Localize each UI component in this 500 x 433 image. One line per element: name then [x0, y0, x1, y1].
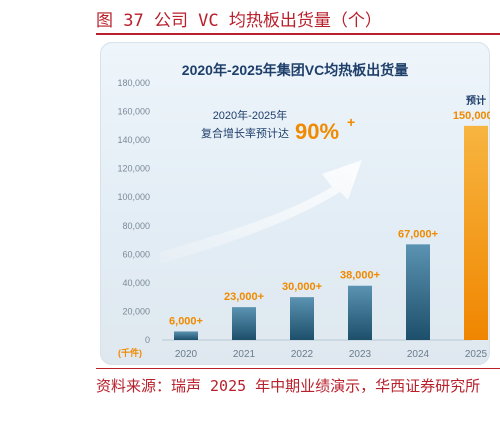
x-tick-label: 2023 [349, 349, 372, 360]
cagr-plus: + [347, 114, 355, 130]
growth-arrow-graphic [160, 160, 362, 264]
bar-2024 [406, 244, 430, 340]
y-tick-label: 0 [145, 335, 150, 345]
chart-title: 2020年-2025年集团VC均热板出货量 [182, 62, 408, 78]
shipment-bar-chart: 2020年-2025年集团VC均热板出货量 0 20,000 40,000 60,00… [117, 62, 490, 360]
x-tick-label: 2021 [233, 349, 256, 360]
chart-panel: 2020年-2025年集团VC均热板出货量 0 20,000 40,000 60,00… [100, 42, 490, 365]
caption-divider [96, 33, 500, 35]
bar-2020 [174, 331, 198, 340]
y-tick-label: 160,000 [117, 107, 150, 117]
unit-label: (千件) [118, 347, 142, 358]
bar-value-label: 38,000+ [340, 270, 380, 282]
bar-value-label: 23,000+ [224, 291, 264, 303]
y-tick-label: 20,000 [122, 306, 150, 316]
x-tick-label: 2024 [407, 349, 430, 360]
x-tick-label: 2020 [175, 349, 198, 360]
y-tick-label: 180,000 [117, 78, 150, 88]
figure-caption: 图 37 公司 VC 均热板出货量（个） [96, 11, 382, 31]
bar-value-label: 150,000+ [453, 110, 490, 122]
y-tick-label: 100,000 [117, 192, 150, 202]
cagr-period-label: 2020年-2025年 [213, 108, 288, 122]
y-tick-label: 60,000 [122, 249, 150, 259]
x-tick-label: 2022 [291, 349, 314, 360]
bar-2023 [348, 285, 372, 340]
y-tick-label: 120,000 [117, 164, 150, 174]
forecast-label: 预计 [466, 94, 486, 107]
bar-2022 [290, 297, 314, 340]
y-tick-label: 140,000 [117, 135, 150, 145]
bar-value-label: 6,000+ [169, 315, 203, 327]
bar-value-label: 67,000+ [398, 228, 438, 240]
x-tick-label: 2025 [465, 349, 488, 360]
cagr-description-label: 复合增长率预计达 [201, 126, 289, 140]
source-note: 资料来源：瑞声 2025 年中期业绩演示，华西证券研究所 [96, 377, 481, 395]
cagr-annotation: 2020年-2025年 复合增长率预计达 90% + [201, 108, 355, 144]
bar-value-label: 30,000+ [282, 281, 322, 293]
y-tick-label: 40,000 [122, 278, 150, 288]
y-tick-label: 80,000 [122, 221, 150, 231]
bar-2025 [464, 125, 488, 340]
bar-2021 [232, 307, 256, 340]
source-divider [96, 368, 500, 369]
cagr-value: 90% [295, 119, 339, 144]
